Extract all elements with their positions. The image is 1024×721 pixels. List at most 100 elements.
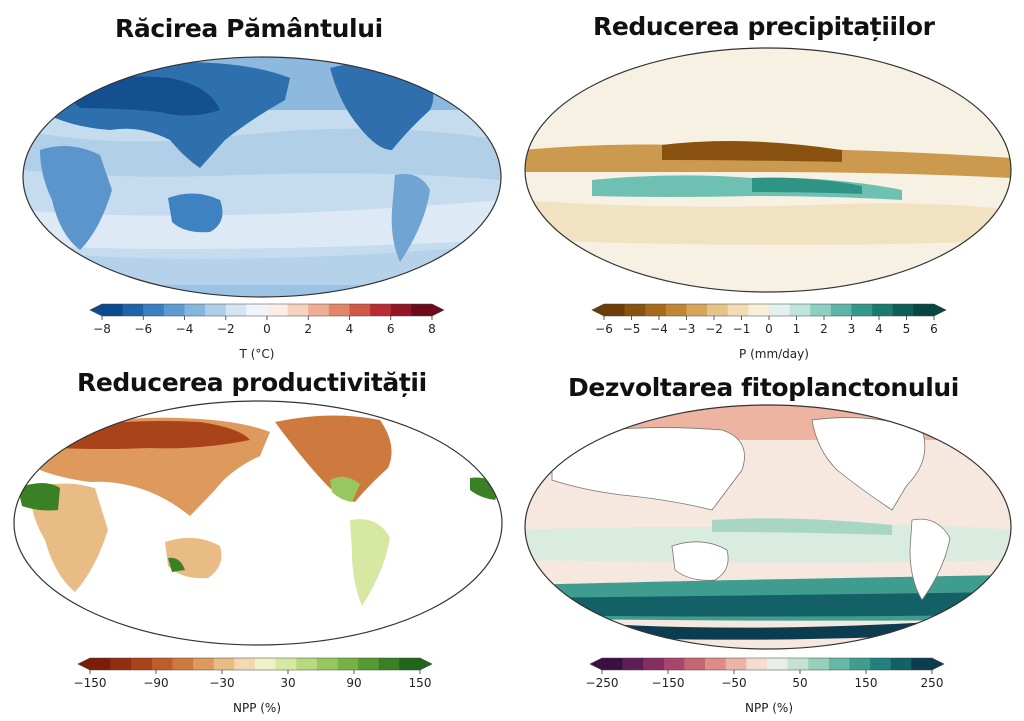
colorbar-label: P (mm/day) bbox=[739, 347, 809, 361]
colorbar-productivity: −150 −90 −30 30 90 150 bbox=[74, 657, 433, 690]
colorbar-tick-label: 90 bbox=[346, 676, 361, 690]
colorbar-segment bbox=[602, 658, 623, 670]
colorbar-segment bbox=[184, 304, 206, 316]
colorbar-segment bbox=[205, 304, 227, 316]
colorbar-segment bbox=[163, 304, 185, 316]
colorbar-segment bbox=[225, 304, 247, 316]
colorbar-segment bbox=[90, 658, 111, 670]
colorbar-segment bbox=[267, 304, 288, 316]
map-cooling: −8 −6 −4 −2 0 2 4 6 8 bbox=[22, 56, 502, 336]
colorbar-arrow-right bbox=[432, 304, 444, 316]
panel-cooling: Răcirea Pământului −8 −6 −4 −2 0 2 4 bbox=[0, 0, 512, 361]
colorbar-tick-label: 8 bbox=[428, 322, 436, 336]
map-precipitation: −6 −5 −4 −3 −2 −1 0 1 2 3 4 5 6 bbox=[524, 47, 1012, 336]
colorbar-tick-label: −1 bbox=[733, 322, 751, 336]
colorbar-tick-label: −90 bbox=[143, 676, 168, 690]
colorbar-tick-label: 4 bbox=[875, 322, 883, 336]
colorbar-tick-label: 50 bbox=[792, 676, 807, 690]
colorbar-segment bbox=[870, 658, 892, 670]
colorbar-segment bbox=[234, 658, 256, 670]
colorbar-segment bbox=[787, 658, 809, 670]
colorbar-segment bbox=[686, 304, 708, 316]
panel-title: Dezvoltarea fitoplanctonului bbox=[568, 373, 959, 402]
colorbar-tick-label: −150 bbox=[74, 676, 107, 690]
colorbar-segment bbox=[705, 658, 727, 670]
colorbar-tick-label: −150 bbox=[652, 676, 685, 690]
colorbar-segment bbox=[830, 304, 852, 316]
colorbar-tick-label: 5 bbox=[903, 322, 911, 336]
colorbar-segment bbox=[725, 658, 747, 670]
colorbar-segment bbox=[328, 304, 350, 316]
colorbar-segment bbox=[296, 658, 318, 670]
colorbar-segment bbox=[769, 304, 790, 316]
colorbar-segment bbox=[246, 304, 268, 316]
colorbar-tick-label: 2 bbox=[820, 322, 828, 336]
colorbar-segment bbox=[828, 658, 850, 670]
colorbar-tick-label: −4 bbox=[176, 322, 194, 336]
colorbar-segment bbox=[143, 304, 165, 316]
map-phytoplankton: −250 −150 −50 50 150 250 bbox=[524, 404, 1012, 690]
colorbar-segment bbox=[645, 304, 667, 316]
colorbar-segment bbox=[684, 658, 706, 670]
colorbar-segment bbox=[172, 658, 194, 670]
colorbar-segment bbox=[399, 658, 421, 670]
colorbar-tick-label: 0 bbox=[263, 322, 271, 336]
panel-title: Reducerea precipitațiilor bbox=[593, 12, 935, 41]
colorbar-segment bbox=[890, 658, 912, 670]
panel-phytoplankton: Dezvoltarea fitoplanctonului −250 −150 −50… bbox=[512, 360, 1024, 721]
colorbar-tick-label: −50 bbox=[721, 676, 746, 690]
colorbar-segment bbox=[349, 304, 371, 316]
colorbar-arrow-left bbox=[592, 304, 604, 316]
colorbar-label: T (°C) bbox=[239, 347, 275, 361]
colorbar-segment bbox=[255, 658, 276, 670]
colorbar-tick-label: 150 bbox=[855, 676, 878, 690]
colorbar-cooling: −8 −6 −4 −2 0 2 4 6 8 bbox=[89, 303, 445, 336]
panel-title: Reducerea productivității bbox=[77, 368, 427, 397]
colorbar-segment bbox=[411, 304, 433, 316]
colorbar-segment bbox=[892, 304, 914, 316]
colorbar-segment bbox=[624, 304, 646, 316]
colorbar-segment bbox=[102, 304, 123, 316]
colorbar-tick-label: −5 bbox=[623, 322, 641, 336]
colorbar-tick-label: −4 bbox=[650, 322, 668, 336]
colorbar-segment bbox=[810, 304, 832, 316]
colorbar-arrow-left bbox=[590, 658, 602, 670]
colorbar-segment bbox=[110, 658, 132, 670]
colorbar-segment bbox=[707, 304, 729, 316]
colorbar-segment bbox=[748, 304, 770, 316]
colorbar-segment bbox=[358, 658, 380, 670]
colorbar-segment bbox=[390, 304, 412, 316]
colorbar-segment bbox=[316, 658, 338, 670]
colorbar-arrow-right bbox=[934, 304, 946, 316]
colorbar-tick-label: −2 bbox=[217, 322, 235, 336]
colorbar-segment bbox=[643, 658, 665, 670]
colorbar-precipitation: −6 −5 −4 −3 −2 −1 0 1 2 3 4 5 6 bbox=[591, 303, 947, 336]
colorbar-segment bbox=[727, 304, 749, 316]
colorbar-segment bbox=[663, 658, 685, 670]
colorbar-tick-label: −3 bbox=[678, 322, 696, 336]
colorbar-segment bbox=[193, 658, 215, 670]
colorbar-segment bbox=[808, 658, 830, 670]
colorbar-tick-label: −2 bbox=[705, 322, 723, 336]
colorbar-segment bbox=[604, 304, 625, 316]
panel-precipitation: Reducerea precipitațiilor −6 −5 −4 −3 −2 −1 0 1… bbox=[512, 0, 1024, 361]
colorbar-segment bbox=[213, 658, 235, 670]
colorbar-phytoplankton: −250 −150 −50 50 150 250 bbox=[586, 657, 945, 690]
colorbar-segment bbox=[851, 304, 873, 316]
colorbar-segment bbox=[849, 658, 871, 670]
colorbar-tick-label: −30 bbox=[209, 676, 234, 690]
colorbar-segment bbox=[370, 304, 392, 316]
colorbar-segment bbox=[913, 304, 935, 316]
colorbar-segment bbox=[275, 658, 297, 670]
colorbar-segment bbox=[789, 304, 811, 316]
panel-productivity: Reducerea productivității −150 −90 −30 30 90… bbox=[0, 360, 512, 721]
colorbar-tick-label: 30 bbox=[280, 676, 295, 690]
colorbar-tick-label: 0 bbox=[765, 322, 773, 336]
colorbar-tick-label: −250 bbox=[586, 676, 619, 690]
colorbar-segment bbox=[911, 658, 933, 670]
colorbar-segment bbox=[378, 658, 400, 670]
colorbar-tick-label: −8 bbox=[93, 322, 111, 336]
colorbar-arrow-right bbox=[420, 658, 432, 670]
colorbar-segment bbox=[122, 304, 144, 316]
colorbar-tick-label: 250 bbox=[921, 676, 944, 690]
